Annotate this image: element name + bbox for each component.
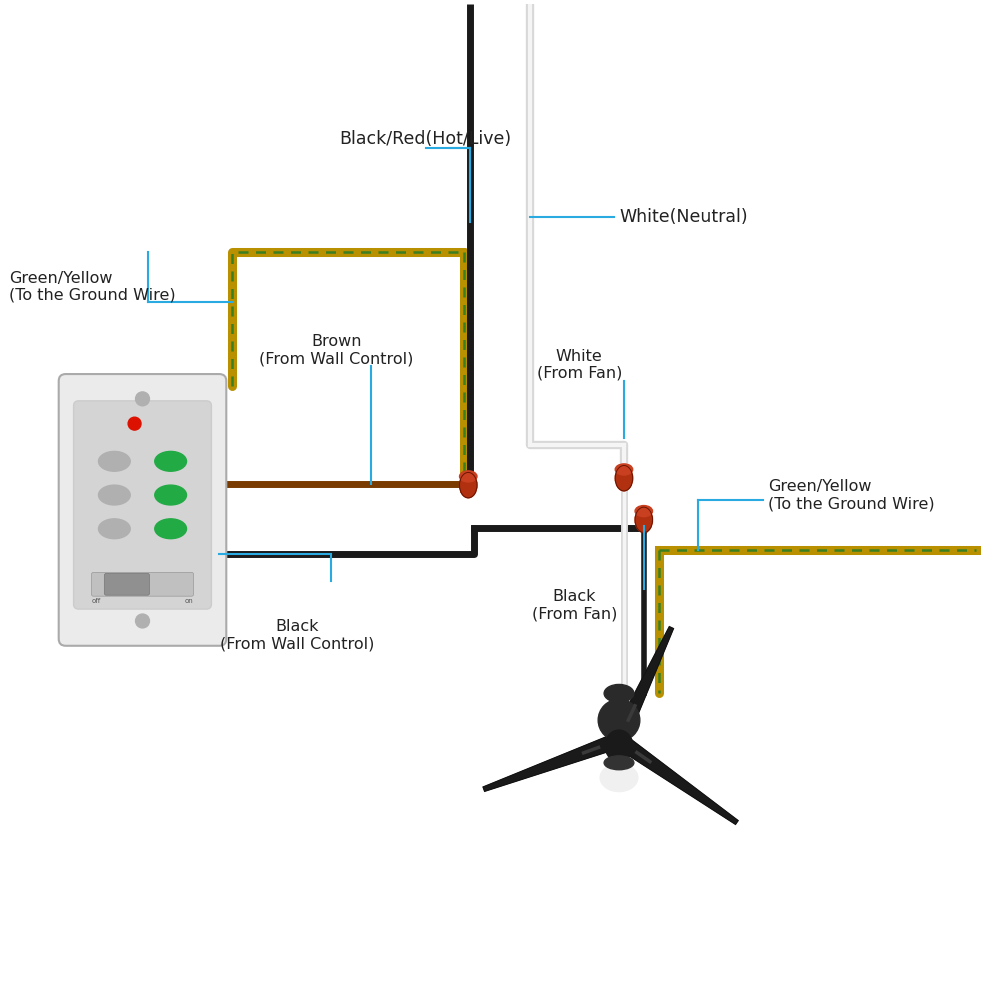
Ellipse shape [155,451,187,471]
Ellipse shape [98,519,130,539]
Ellipse shape [635,507,653,533]
Ellipse shape [604,756,634,770]
Circle shape [598,699,640,741]
Text: Black/Red(Hot/Live): Black/Red(Hot/Live) [340,130,512,148]
Text: White(Neutral): White(Neutral) [619,208,748,226]
FancyBboxPatch shape [104,573,150,595]
Text: Green/Yellow
(To the Ground Wire): Green/Yellow (To the Ground Wire) [768,479,934,511]
Ellipse shape [98,451,130,471]
Ellipse shape [155,485,187,505]
Ellipse shape [460,471,477,482]
Text: Black
(From Wall Control): Black (From Wall Control) [220,619,374,651]
Polygon shape [483,733,622,791]
Circle shape [136,614,149,628]
Text: Green/Yellow
(To the Ground Wire): Green/Yellow (To the Ground Wire) [9,271,176,303]
Text: off: off [92,598,101,604]
Ellipse shape [635,506,653,517]
Ellipse shape [460,472,477,498]
Ellipse shape [605,730,633,762]
Circle shape [136,392,149,406]
Polygon shape [612,627,673,743]
FancyBboxPatch shape [91,572,194,596]
FancyBboxPatch shape [59,374,226,646]
Text: White
(From Fan): White (From Fan) [537,349,622,381]
Text: Brown
(From Wall Control): Brown (From Wall Control) [259,334,414,366]
Circle shape [128,417,141,430]
Text: on: on [184,598,193,604]
Ellipse shape [98,485,130,505]
Text: Black
(From Fan): Black (From Fan) [532,589,617,622]
Ellipse shape [155,519,187,539]
Ellipse shape [615,464,633,475]
Ellipse shape [604,684,634,702]
Ellipse shape [615,465,633,491]
Polygon shape [615,734,738,824]
Ellipse shape [600,764,638,792]
FancyBboxPatch shape [74,401,211,609]
